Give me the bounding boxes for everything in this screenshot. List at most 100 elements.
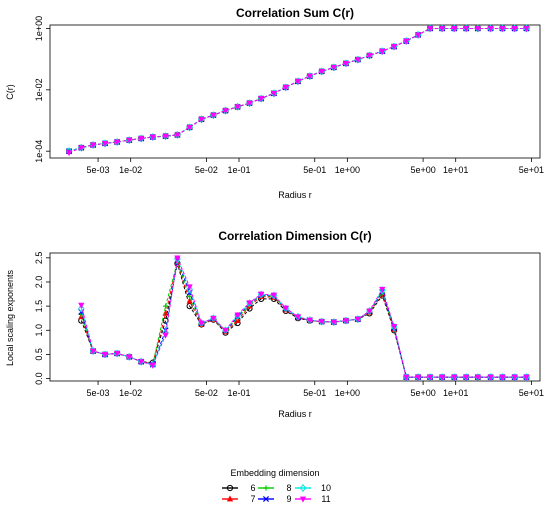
data-point [187, 293, 193, 300]
series-6 [78, 260, 530, 381]
series-line [80, 263, 527, 378]
x-tick-label: 5e+01 [519, 165, 544, 175]
data-point [270, 90, 278, 97]
data-point [258, 96, 265, 103]
y-axis: 0.0 0.5 1.0 1.5 2.0 2.5 [34, 252, 50, 385]
data-point [511, 26, 518, 33]
data-point [198, 116, 205, 123]
x-axis-label: Radius r [278, 409, 312, 419]
x-tick-label: 1e+01 [443, 165, 468, 175]
data-point [174, 255, 181, 264]
x-tick-label: 5e-03 [87, 165, 110, 175]
x-tick-label: 5e+00 [410, 165, 435, 175]
data-point [186, 285, 193, 294]
series-line [68, 28, 527, 152]
y-tick-label: 1e-02 [34, 78, 44, 101]
data-point [487, 26, 494, 33]
legend-marker [226, 495, 234, 502]
series-7 [65, 24, 530, 154]
data-point [426, 374, 434, 381]
data-point [294, 314, 302, 321]
y-axis: 1e-04 1e-02 1e+00 [34, 16, 50, 163]
data-point [138, 136, 145, 143]
series-group [65, 24, 530, 157]
data-point [149, 362, 156, 369]
data-point [126, 137, 133, 144]
chart-title: Correlation Dimension C(r) [218, 229, 371, 243]
legend-item-11: 11 [295, 494, 331, 504]
legend-marker [299, 484, 307, 492]
data-point [354, 316, 361, 323]
data-point [101, 140, 109, 148]
legend-marker [226, 484, 234, 492]
x-tick-label: 1e+00 [335, 388, 360, 398]
series-line [68, 28, 527, 152]
series-11 [78, 255, 530, 381]
y-tick-label: 2.0 [34, 276, 44, 289]
data-point [342, 318, 350, 325]
data-point [210, 112, 217, 119]
legend-title: Embedding dimension [230, 468, 319, 478]
data-point [114, 139, 121, 146]
data-point [366, 308, 373, 315]
data-point [403, 38, 410, 45]
data-point [306, 73, 313, 80]
data-point [523, 26, 530, 33]
data-point [222, 327, 229, 334]
x-tick-label: 1e-02 [119, 165, 142, 175]
series-line [68, 28, 527, 154]
series-6 [65, 25, 530, 155]
correlation-dimension-panel: Correlation Dimension C(r) 5e-03 1e-02 5e-… [5, 229, 544, 419]
y-tick-label: 2.5 [34, 252, 44, 265]
data-point [318, 319, 325, 326]
data-point [451, 26, 458, 33]
data-point [198, 320, 205, 327]
data-point [391, 44, 398, 51]
data-point [487, 374, 494, 381]
x-tick-label: 1e+01 [443, 388, 468, 398]
data-point [78, 145, 85, 152]
data-point [511, 374, 518, 381]
x-tick-label: 1e-01 [228, 388, 251, 398]
x-axis: 5e-03 1e-02 5e-02 1e-01 5e-01 1e+00 5e+00 1e+01… [87, 381, 544, 398]
series-8 [66, 25, 530, 154]
data-point [330, 319, 337, 326]
data-point [499, 26, 506, 33]
data-point [114, 351, 121, 358]
data-point [379, 48, 386, 55]
series-line [68, 28, 527, 152]
legend-label: 6 [250, 483, 255, 493]
legend-label: 7 [250, 494, 255, 504]
data-point [426, 26, 434, 33]
data-point [162, 133, 169, 140]
data-point [149, 134, 156, 141]
data-point [90, 348, 97, 355]
data-point [90, 142, 97, 149]
y-tick-label: 1e-04 [34, 140, 44, 163]
data-point [439, 374, 446, 381]
y-tick-label: 0.5 [34, 348, 44, 361]
legend-marker [262, 495, 270, 503]
y-tick-label: 1.5 [34, 300, 44, 313]
legend-item-7: 7 [222, 494, 256, 504]
x-tick-label: 1e-01 [228, 165, 251, 175]
legend-item-6: 6 [222, 483, 256, 493]
data-point [415, 374, 422, 381]
y-tick-label: 0.0 [34, 372, 44, 385]
x-tick-label: 1e+00 [335, 165, 360, 175]
y-tick-label: 1.0 [34, 324, 44, 337]
series-line [80, 260, 527, 378]
data-point [306, 317, 313, 324]
legend-label: 8 [286, 483, 291, 493]
data-point [463, 374, 470, 381]
data-point [222, 108, 229, 115]
data-point [415, 32, 422, 39]
data-point [101, 352, 109, 359]
data-point [210, 315, 217, 322]
series-11 [65, 26, 530, 157]
data-point [403, 374, 410, 381]
data-point [258, 291, 265, 298]
